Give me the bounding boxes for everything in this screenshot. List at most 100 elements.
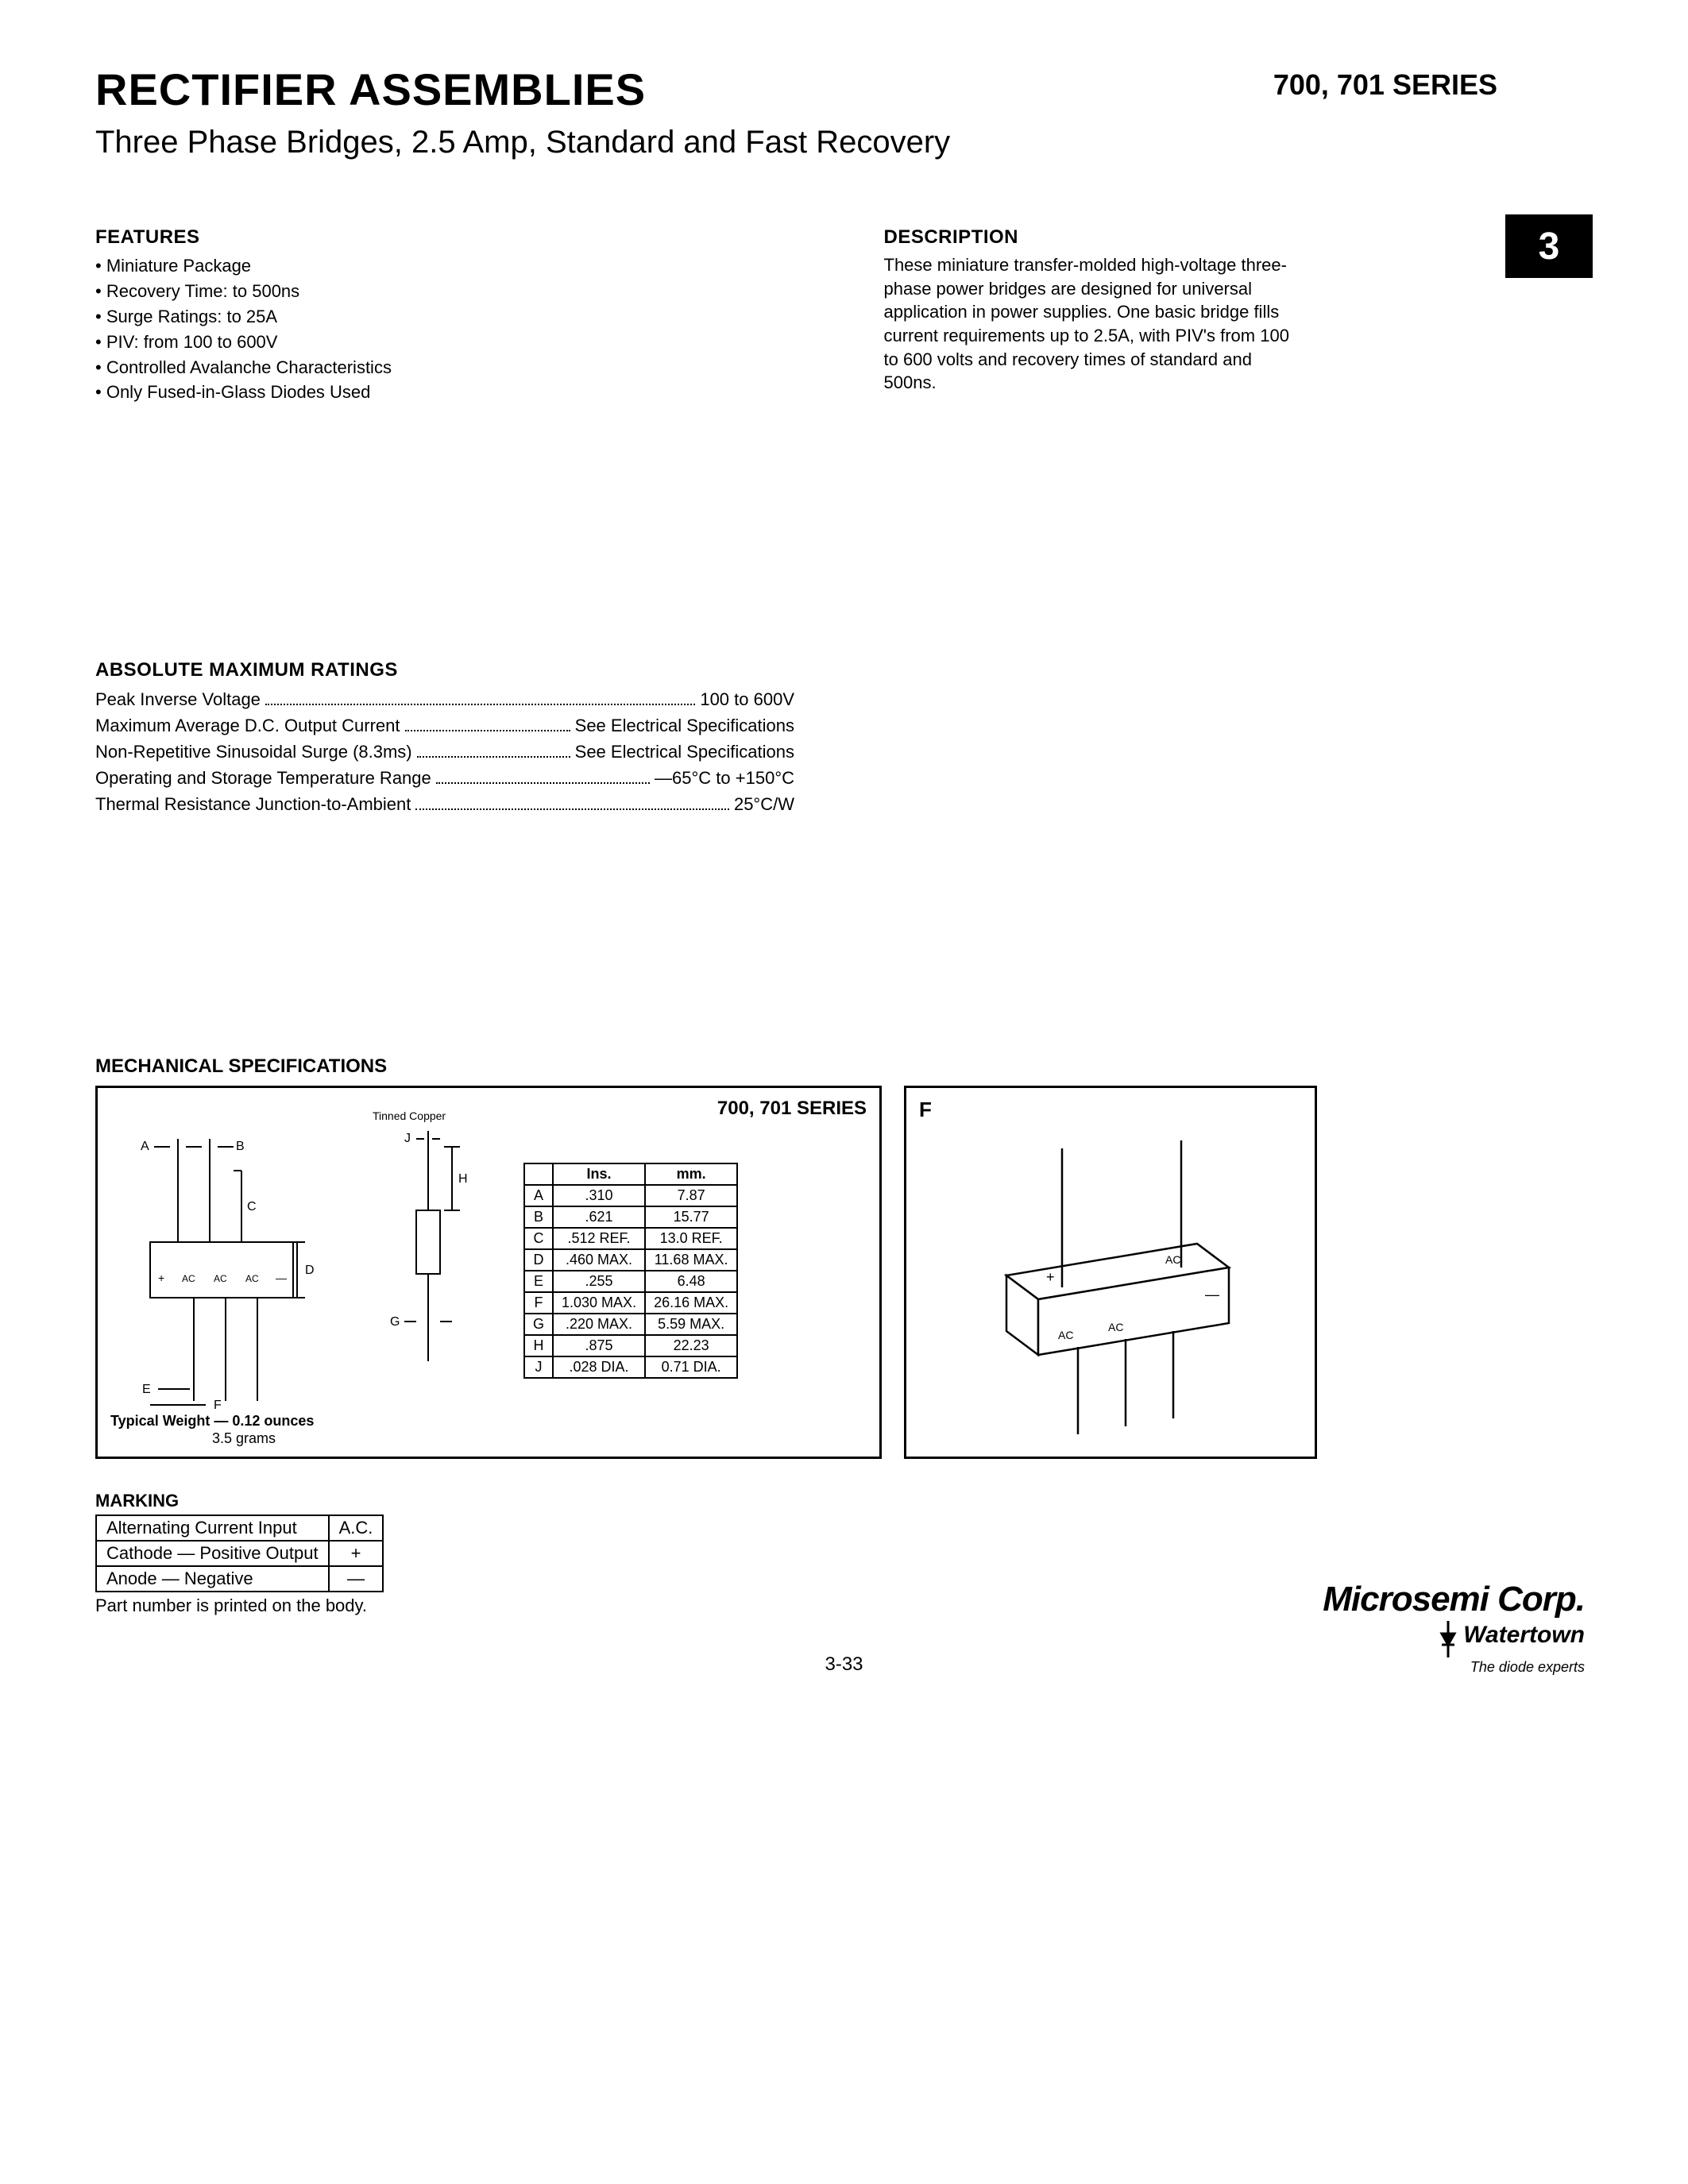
mechanical-heading: MECHANICAL SPECIFICATIONS bbox=[95, 1055, 1593, 1078]
svg-text:G: G bbox=[390, 1315, 400, 1329]
section-tab: 3 bbox=[1505, 214, 1593, 278]
ratings-value: See Electrical Specifications bbox=[575, 739, 794, 765]
weight-line2: 3.5 grams bbox=[212, 1430, 314, 1448]
dims-header: mm. bbox=[645, 1163, 737, 1185]
ratings-row: Peak Inverse Voltage 100 to 600V bbox=[95, 686, 794, 712]
ratings-row: Non-Repetitive Sinusoidal Surge (8.3ms) … bbox=[95, 739, 794, 765]
table-row: D.460 MAX.11.68 MAX. bbox=[524, 1249, 737, 1271]
feature-item: PIV: from 100 to 600V bbox=[95, 330, 805, 355]
dims-header: Ins. bbox=[553, 1163, 645, 1185]
svg-text:+: + bbox=[158, 1271, 164, 1284]
mechanical-row: 700, 701 SERIES bbox=[95, 1086, 1593, 1459]
dims-header bbox=[524, 1163, 553, 1185]
logo-sub-row: Watertown bbox=[1323, 1619, 1585, 1659]
features-list: Miniature Package Recovery Time: to 500n… bbox=[95, 253, 805, 405]
ratings-label: Operating and Storage Temperature Range bbox=[95, 765, 431, 791]
package-outline-diagram: A B C D E F + AC AC AC — bbox=[110, 1123, 333, 1417]
svg-text:F: F bbox=[214, 1399, 222, 1412]
description-heading: DESCRIPTION bbox=[884, 226, 1593, 249]
table-row: Cathode — Positive Output + bbox=[96, 1541, 383, 1566]
dimensions-table: Ins. mm. A.3107.87 B.62115.77 C.512 REF.… bbox=[523, 1163, 738, 1379]
table-row: C.512 REF.13.0 REF. bbox=[524, 1228, 737, 1249]
table-row: A.3107.87 bbox=[524, 1185, 737, 1206]
table-row: B.62115.77 bbox=[524, 1206, 737, 1228]
ratings-label: Non-Repetitive Sinusoidal Surge (8.3ms) bbox=[95, 739, 412, 765]
marking-table: Alternating Current Input A.C. Cathode —… bbox=[95, 1515, 384, 1592]
svg-text:AC: AC bbox=[1165, 1253, 1180, 1266]
table-row: E.2556.48 bbox=[524, 1271, 737, 1292]
ratings-label: Thermal Resistance Junction-to-Ambient bbox=[95, 791, 411, 817]
marking-symbol: A.C. bbox=[329, 1515, 384, 1541]
table-row: G.220 MAX.5.59 MAX. bbox=[524, 1314, 737, 1335]
logo-sub: Watertown bbox=[1463, 1622, 1585, 1648]
marking-label: Alternating Current Input bbox=[96, 1515, 329, 1541]
logo-tagline: The diode experts bbox=[1323, 1659, 1585, 1676]
logo-main: Microsemi Corp. bbox=[1323, 1580, 1585, 1619]
panel-f-label: F bbox=[919, 1098, 932, 1122]
svg-text:AC: AC bbox=[1058, 1329, 1073, 1341]
marking-label: Anode — Negative bbox=[96, 1566, 329, 1592]
title-block: RECTIFIER ASSEMBLIES Three Phase Bridges… bbox=[95, 64, 1273, 163]
leader-dots bbox=[265, 690, 695, 706]
features-heading: FEATURES bbox=[95, 226, 805, 249]
svg-text:AC: AC bbox=[245, 1273, 259, 1284]
weight-line1: Typical Weight — 0.12 ounces bbox=[110, 1413, 314, 1429]
isometric-diagram: + AC AC AC — bbox=[919, 1101, 1300, 1442]
leader-dots bbox=[415, 795, 729, 811]
marking-symbol: + bbox=[329, 1541, 384, 1566]
svg-text:AC: AC bbox=[1108, 1321, 1123, 1333]
diagram-group: A B C D E F + AC AC AC — bbox=[110, 1123, 867, 1417]
svg-text:J: J bbox=[404, 1132, 411, 1145]
svg-text:—: — bbox=[276, 1271, 287, 1284]
svg-text:B: B bbox=[236, 1140, 245, 1153]
footer-logo: Microsemi Corp. Watertown The diode expe… bbox=[1323, 1580, 1585, 1676]
feature-item: Miniature Package bbox=[95, 253, 805, 279]
svg-text:H: H bbox=[458, 1172, 468, 1186]
ratings-heading: ABSOLUTE MAXIMUM RATINGS bbox=[95, 659, 794, 681]
panel-series-label: 700, 701 SERIES bbox=[717, 1098, 867, 1120]
ratings-value: See Electrical Specifications bbox=[575, 712, 794, 739]
description-block: DESCRIPTION These miniature transfer-mol… bbox=[852, 226, 1593, 405]
page-title: RECTIFIER ASSEMBLIES bbox=[95, 64, 1273, 115]
svg-text:C: C bbox=[247, 1200, 257, 1214]
feature-item: Only Fused-in-Glass Diodes Used bbox=[95, 380, 805, 405]
ratings-row: Maximum Average D.C. Output Current See … bbox=[95, 712, 794, 739]
ratings-label: Maximum Average D.C. Output Current bbox=[95, 712, 400, 739]
marking-symbol: — bbox=[329, 1566, 384, 1592]
svg-text:D: D bbox=[305, 1264, 315, 1277]
diode-icon bbox=[1436, 1619, 1460, 1659]
svg-text:AC: AC bbox=[182, 1273, 195, 1284]
table-row: Anode — Negative — bbox=[96, 1566, 383, 1592]
ratings-label: Peak Inverse Voltage bbox=[95, 686, 261, 712]
feature-item: Surge Ratings: to 25A bbox=[95, 304, 805, 330]
svg-text:E: E bbox=[142, 1383, 151, 1396]
ratings-value: 25°C/W bbox=[734, 791, 794, 817]
ratings-value: 100 to 600V bbox=[700, 686, 794, 712]
feature-item: Recovery Time: to 500ns bbox=[95, 279, 805, 304]
table-row: F1.030 MAX.26.16 MAX. bbox=[524, 1292, 737, 1314]
features-description-row: FEATURES Miniature Package Recovery Time… bbox=[95, 226, 1593, 405]
mechanical-panel-left: 700, 701 SERIES bbox=[95, 1086, 882, 1459]
leader-dots bbox=[417, 743, 570, 758]
ratings-row: Operating and Storage Temperature Range … bbox=[95, 765, 794, 791]
leader-dots bbox=[436, 769, 650, 785]
mechanical-panel-right: F + AC AC AC — bbox=[904, 1086, 1317, 1459]
series-label: 700, 701 SERIES bbox=[1273, 68, 1497, 102]
leader-dots bbox=[405, 716, 570, 732]
ratings-block: ABSOLUTE MAXIMUM RATINGS Peak Inverse Vo… bbox=[95, 659, 794, 817]
table-header-row: Ins. mm. bbox=[524, 1163, 737, 1185]
marking-label: Cathode — Positive Output bbox=[96, 1541, 329, 1566]
svg-text:A: A bbox=[141, 1140, 149, 1153]
table-row: J.028 DIA.0.71 DIA. bbox=[524, 1356, 737, 1378]
lead-note: Tinned Copper bbox=[373, 1109, 446, 1122]
table-row: Alternating Current Input A.C. bbox=[96, 1515, 383, 1541]
feature-item: Controlled Avalanche Characteristics bbox=[95, 355, 805, 380]
lead-detail-diagram: J H G Tinned Copper bbox=[373, 1123, 484, 1385]
page-subtitle: Three Phase Bridges, 2.5 Amp, Standard a… bbox=[95, 122, 1273, 163]
ratings-row: Thermal Resistance Junction-to-Ambient 2… bbox=[95, 791, 794, 817]
weight-note: Typical Weight — 0.12 ounces 3.5 grams bbox=[110, 1413, 314, 1447]
description-text: These miniature transfer-molded high-vol… bbox=[884, 253, 1297, 395]
svg-text:AC: AC bbox=[214, 1273, 227, 1284]
header: RECTIFIER ASSEMBLIES Three Phase Bridges… bbox=[95, 64, 1593, 163]
features-block: FEATURES Miniature Package Recovery Time… bbox=[95, 226, 805, 405]
